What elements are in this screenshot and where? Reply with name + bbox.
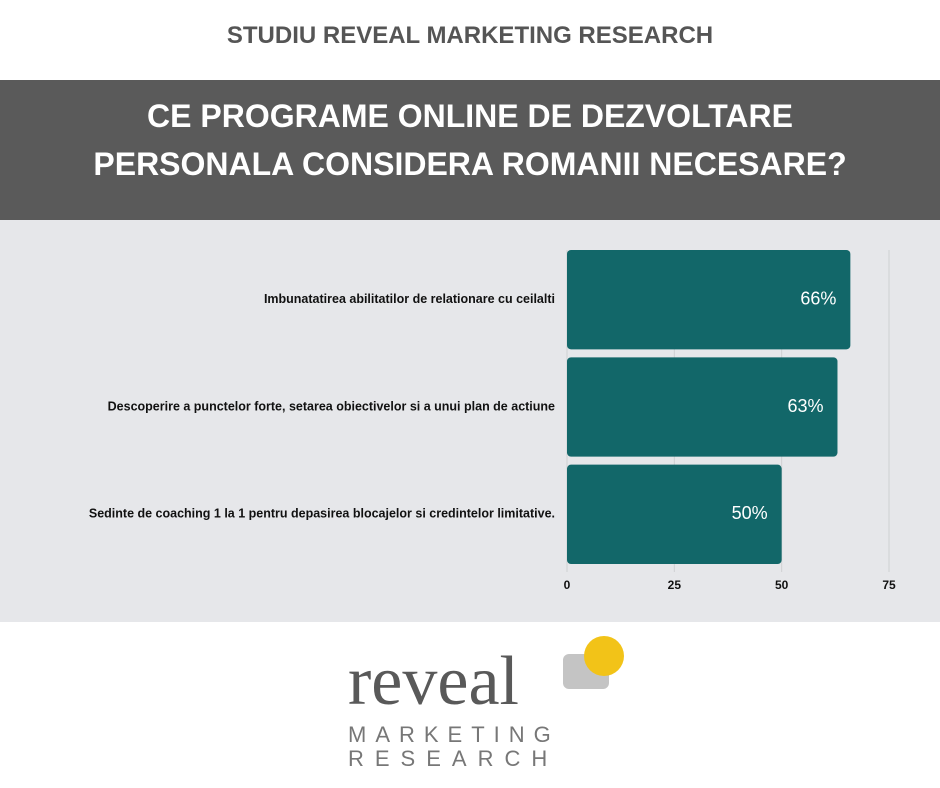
- x-tick-label: 75: [882, 578, 896, 592]
- logo-line: RESEARCH: [348, 746, 558, 771]
- value-label: 63%: [787, 396, 823, 416]
- value-label: 66%: [800, 288, 836, 308]
- title-band: CE PROGRAME ONLINE DE DEZVOLTARE PERSONA…: [0, 80, 940, 220]
- category-label: Imbunatatirea abilitatilor de relationar…: [264, 292, 555, 306]
- category-label: Sedinte de coaching 1 la 1 pentru depasi…: [89, 507, 555, 521]
- title-line: PERSONALA CONSIDERA ROMANII NECESARE?: [93, 146, 847, 182]
- title-line: CE PROGRAME ONLINE DE DEZVOLTARE: [147, 98, 793, 134]
- x-tick-label: 25: [668, 578, 682, 592]
- bar: [567, 250, 851, 350]
- bar: [567, 464, 782, 564]
- bar: [567, 357, 838, 457]
- value-label: 50%: [732, 503, 768, 523]
- logo-circle: [584, 636, 624, 676]
- logo-word: reveal: [348, 643, 519, 720]
- logo-line: MARKETING: [348, 722, 560, 747]
- category-label: Descoperire a punctelor forte, setarea o…: [108, 399, 555, 413]
- x-tick-label: 0: [564, 578, 571, 592]
- x-tick-label: 50: [775, 578, 789, 592]
- subtitle: STUDIU REVEAL MARKETING RESEARCH: [226, 22, 714, 49]
